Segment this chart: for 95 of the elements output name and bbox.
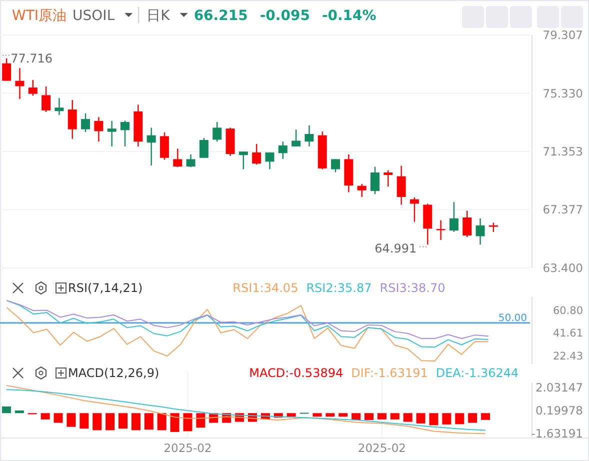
annotation: 64.991 bbox=[374, 242, 417, 256]
candlestick bbox=[173, 148, 182, 168]
series-label: RSI2:35.87 bbox=[306, 281, 372, 295]
ref-line-label: 50.00 bbox=[498, 312, 527, 324]
bar bbox=[66, 413, 76, 427]
candlestick bbox=[488, 222, 498, 233]
y-tick-label: 2.03147 bbox=[535, 380, 583, 395]
candlestick bbox=[199, 137, 208, 158]
candlestick bbox=[107, 120, 116, 148]
bar bbox=[326, 413, 335, 417]
bar bbox=[170, 413, 180, 432]
candlestick bbox=[462, 210, 472, 238]
candlestick bbox=[292, 128, 301, 148]
chart-title: RSI(7,14,21) bbox=[68, 281, 143, 295]
bar bbox=[92, 413, 102, 430]
candlestick bbox=[186, 154, 196, 168]
bar bbox=[131, 413, 140, 430]
y-tick-label: 41.61 bbox=[552, 328, 583, 340]
text: 日K bbox=[146, 8, 171, 24]
line-series bbox=[6, 300, 489, 340]
text: MACD:-0.53894 bbox=[249, 366, 344, 380]
candlestick bbox=[304, 124, 314, 148]
y-tick-label: -1.63191 bbox=[531, 426, 583, 441]
text: RSI3:38.70 bbox=[380, 281, 446, 295]
bar bbox=[196, 413, 206, 428]
candlestick bbox=[252, 143, 262, 166]
bar bbox=[144, 413, 154, 430]
chart-title: MACD(12,26,9) bbox=[68, 366, 160, 380]
line-series bbox=[6, 305, 489, 362]
y-tick-label: 22.43 bbox=[552, 350, 583, 362]
candlestick bbox=[357, 183, 366, 198]
bar bbox=[416, 413, 426, 424]
chart-title: WTI原油 bbox=[12, 8, 67, 24]
bar bbox=[390, 413, 400, 420]
y-tick-label: 71.353 bbox=[542, 144, 583, 159]
candlestick bbox=[384, 170, 393, 188]
text: 66.215 bbox=[194, 8, 248, 24]
candlestick bbox=[212, 121, 222, 142]
x-tick-label: 2025-02 bbox=[358, 441, 406, 455]
candlestick bbox=[15, 67, 24, 100]
bar bbox=[338, 413, 348, 417]
bar bbox=[2, 406, 11, 414]
candlestick bbox=[28, 79, 38, 96]
bar bbox=[54, 413, 63, 423]
bar bbox=[468, 413, 478, 423]
candlestick bbox=[238, 150, 248, 170]
text: -0.095 bbox=[260, 8, 310, 24]
candlestick bbox=[410, 196, 419, 222]
candlestick bbox=[81, 112, 90, 133]
line-series bbox=[6, 300, 489, 348]
candlestick bbox=[42, 86, 51, 113]
bar bbox=[481, 413, 490, 420]
candlestick bbox=[120, 120, 130, 148]
text: DEA:-1.36244 bbox=[436, 366, 519, 380]
bar bbox=[364, 413, 374, 420]
y-tick-label: 67.377 bbox=[542, 202, 583, 217]
y-tick-label: 63.400 bbox=[542, 261, 583, 275]
bar bbox=[80, 413, 89, 429]
bar bbox=[106, 413, 115, 430]
bar bbox=[429, 413, 438, 426]
candlestick bbox=[68, 99, 77, 140]
candlestick bbox=[370, 166, 380, 195]
candlestick bbox=[54, 97, 64, 116]
candlestick bbox=[94, 116, 104, 142]
annotation: 77.716 bbox=[10, 51, 53, 66]
candlestick bbox=[476, 218, 485, 246]
bar bbox=[14, 410, 24, 414]
candlestick bbox=[146, 127, 156, 166]
bar bbox=[403, 413, 412, 422]
bar bbox=[183, 413, 192, 432]
candlestick bbox=[449, 201, 458, 233]
candlestick bbox=[331, 158, 340, 173]
bar bbox=[352, 413, 361, 420]
bar bbox=[40, 413, 50, 420]
candlestick bbox=[160, 132, 169, 160]
text: -0.14% bbox=[322, 8, 376, 24]
y-tick-label: 60.80 bbox=[552, 305, 583, 318]
text: DIF:-1.63191 bbox=[351, 366, 428, 380]
text: USOIL bbox=[72, 8, 115, 24]
bar bbox=[442, 413, 452, 424]
bar bbox=[455, 413, 464, 424]
y-tick-label: 79.307 bbox=[542, 28, 583, 42]
candlestick bbox=[278, 140, 288, 160]
series-label: RSI1:34.05 bbox=[232, 281, 298, 295]
bar bbox=[377, 413, 386, 420]
candlestick bbox=[265, 152, 274, 170]
bar bbox=[118, 413, 128, 429]
bar bbox=[312, 413, 322, 417]
bar bbox=[157, 413, 166, 430]
candlestick bbox=[396, 165, 406, 206]
bar bbox=[286, 413, 296, 417]
y-tick-label: 0.19978 bbox=[535, 404, 583, 418]
x-tick-label: 2025-02 bbox=[164, 441, 212, 455]
candlestick bbox=[2, 58, 12, 82]
y-tick-label: 75.330 bbox=[542, 86, 583, 100]
